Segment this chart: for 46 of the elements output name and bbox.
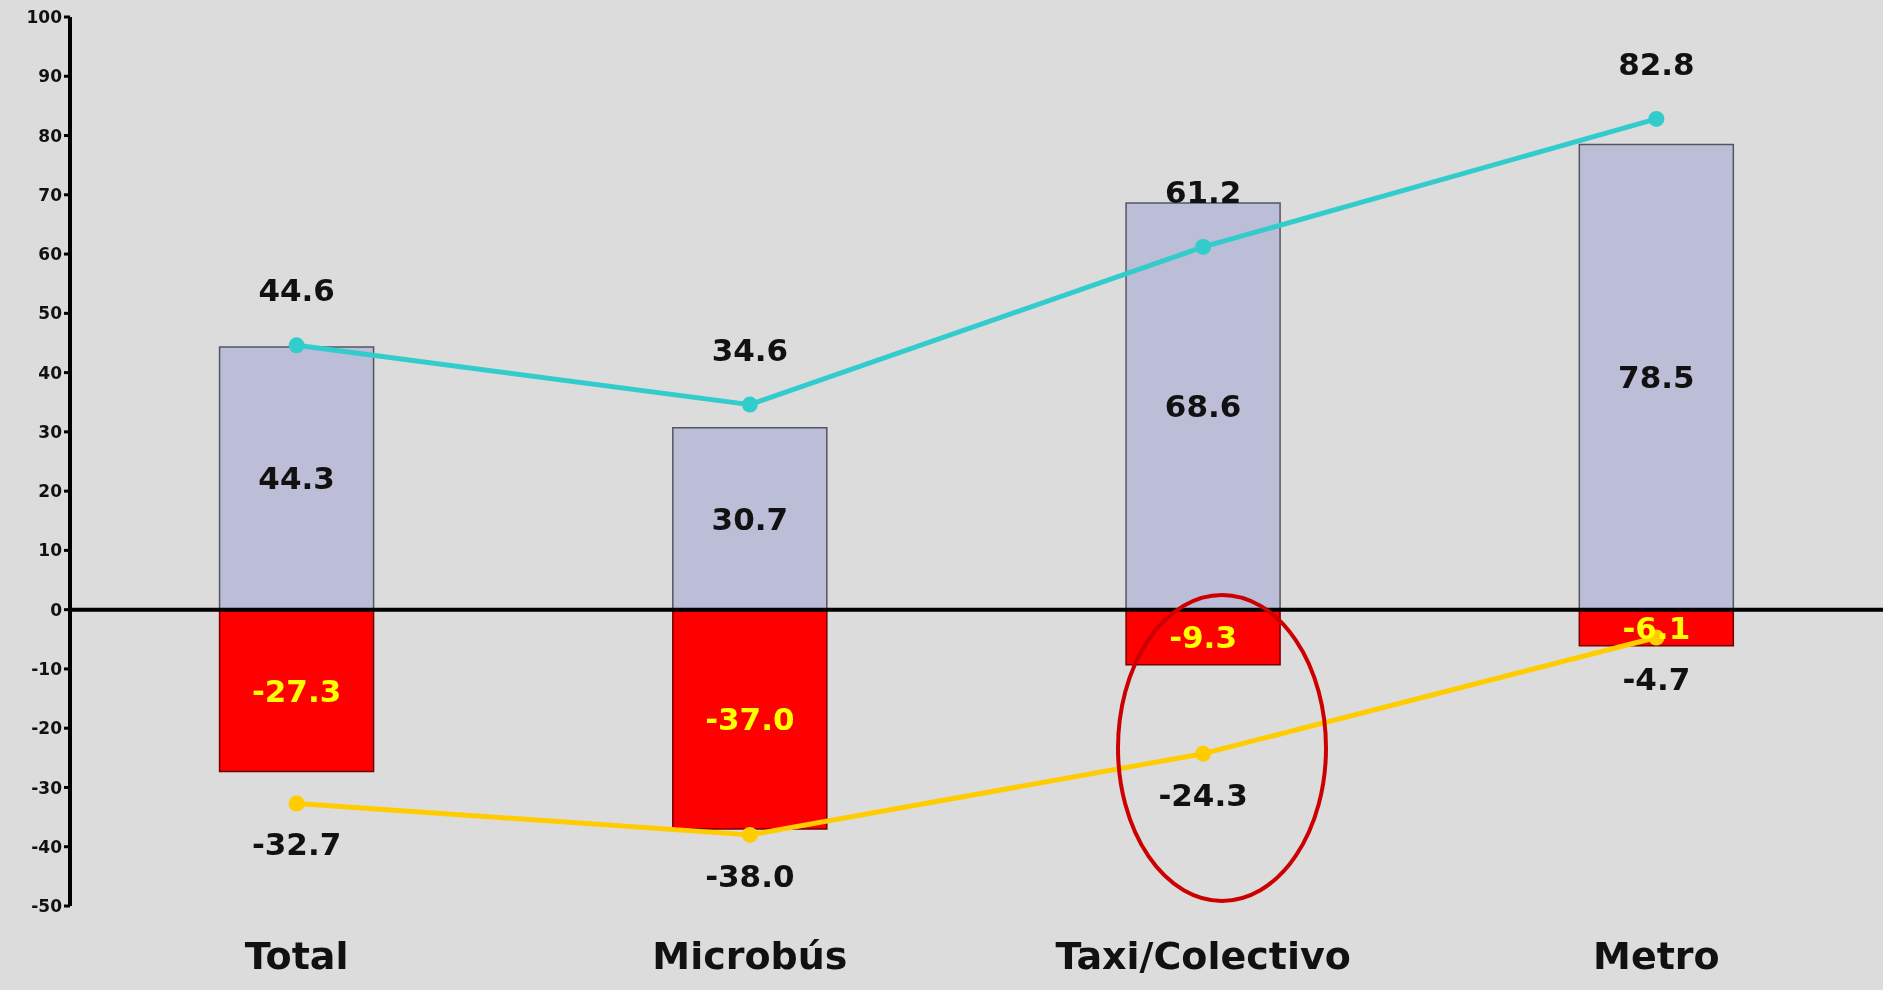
data-label: -4.7 — [1622, 660, 1691, 697]
data-label: 30.7 — [711, 500, 789, 537]
data-label: 78.5 — [1618, 359, 1695, 396]
point — [288, 337, 305, 354]
y-tick-label: 40 — [38, 362, 63, 383]
x-tick-label: Taxi/Colectivo — [1055, 933, 1351, 978]
data-label: -6.1 — [1622, 609, 1691, 646]
data-label: 34.6 — [711, 331, 789, 368]
point — [1195, 238, 1212, 255]
point — [741, 826, 758, 843]
y-tick-label: -50 — [31, 896, 63, 917]
data-label: -32.7 — [251, 826, 342, 863]
data-label: -27.3 — [251, 672, 342, 709]
y-tick-label: -30 — [31, 777, 63, 798]
y-tick-label: -20 — [31, 718, 63, 739]
data-label: -38.0 — [705, 857, 795, 894]
data-label: 68.6 — [1164, 388, 1242, 425]
x-tick-label: Metro — [1593, 933, 1720, 978]
y-tick-label: 30 — [38, 421, 63, 442]
y-tick-label: 70 — [38, 184, 63, 205]
data-label: 61.2 — [1164, 173, 1242, 210]
point — [741, 396, 758, 413]
data-label: 44.3 — [258, 460, 335, 497]
data-label: -24.3 — [1158, 776, 1248, 813]
point — [1195, 745, 1212, 762]
y-tick-label: 20 — [38, 481, 63, 502]
y-tick-label: 50 — [38, 303, 63, 324]
x-tick-label: Microbús — [652, 933, 848, 978]
data-label: 82.8 — [1618, 45, 1695, 82]
y-tick-label: 10 — [38, 540, 63, 561]
point — [1648, 110, 1665, 127]
y-tick-label: 0 — [50, 599, 63, 620]
point — [288, 795, 305, 812]
data-label: -9.3 — [1169, 619, 1237, 656]
y-tick-label: 80 — [38, 125, 63, 146]
bar — [672, 426, 828, 611]
y-tick-label: 90 — [38, 66, 63, 87]
bar — [218, 346, 375, 611]
data-label: -37.0 — [705, 701, 795, 738]
y-tick-label: -10 — [31, 658, 63, 679]
y-tick-label: 60 — [38, 244, 63, 265]
y-tick-label: 100 — [26, 7, 63, 28]
data-label: 44.6 — [258, 272, 335, 309]
bar — [1578, 143, 1735, 611]
y-tick-label: -40 — [31, 836, 63, 857]
x-tick-label: Total — [244, 933, 349, 978]
